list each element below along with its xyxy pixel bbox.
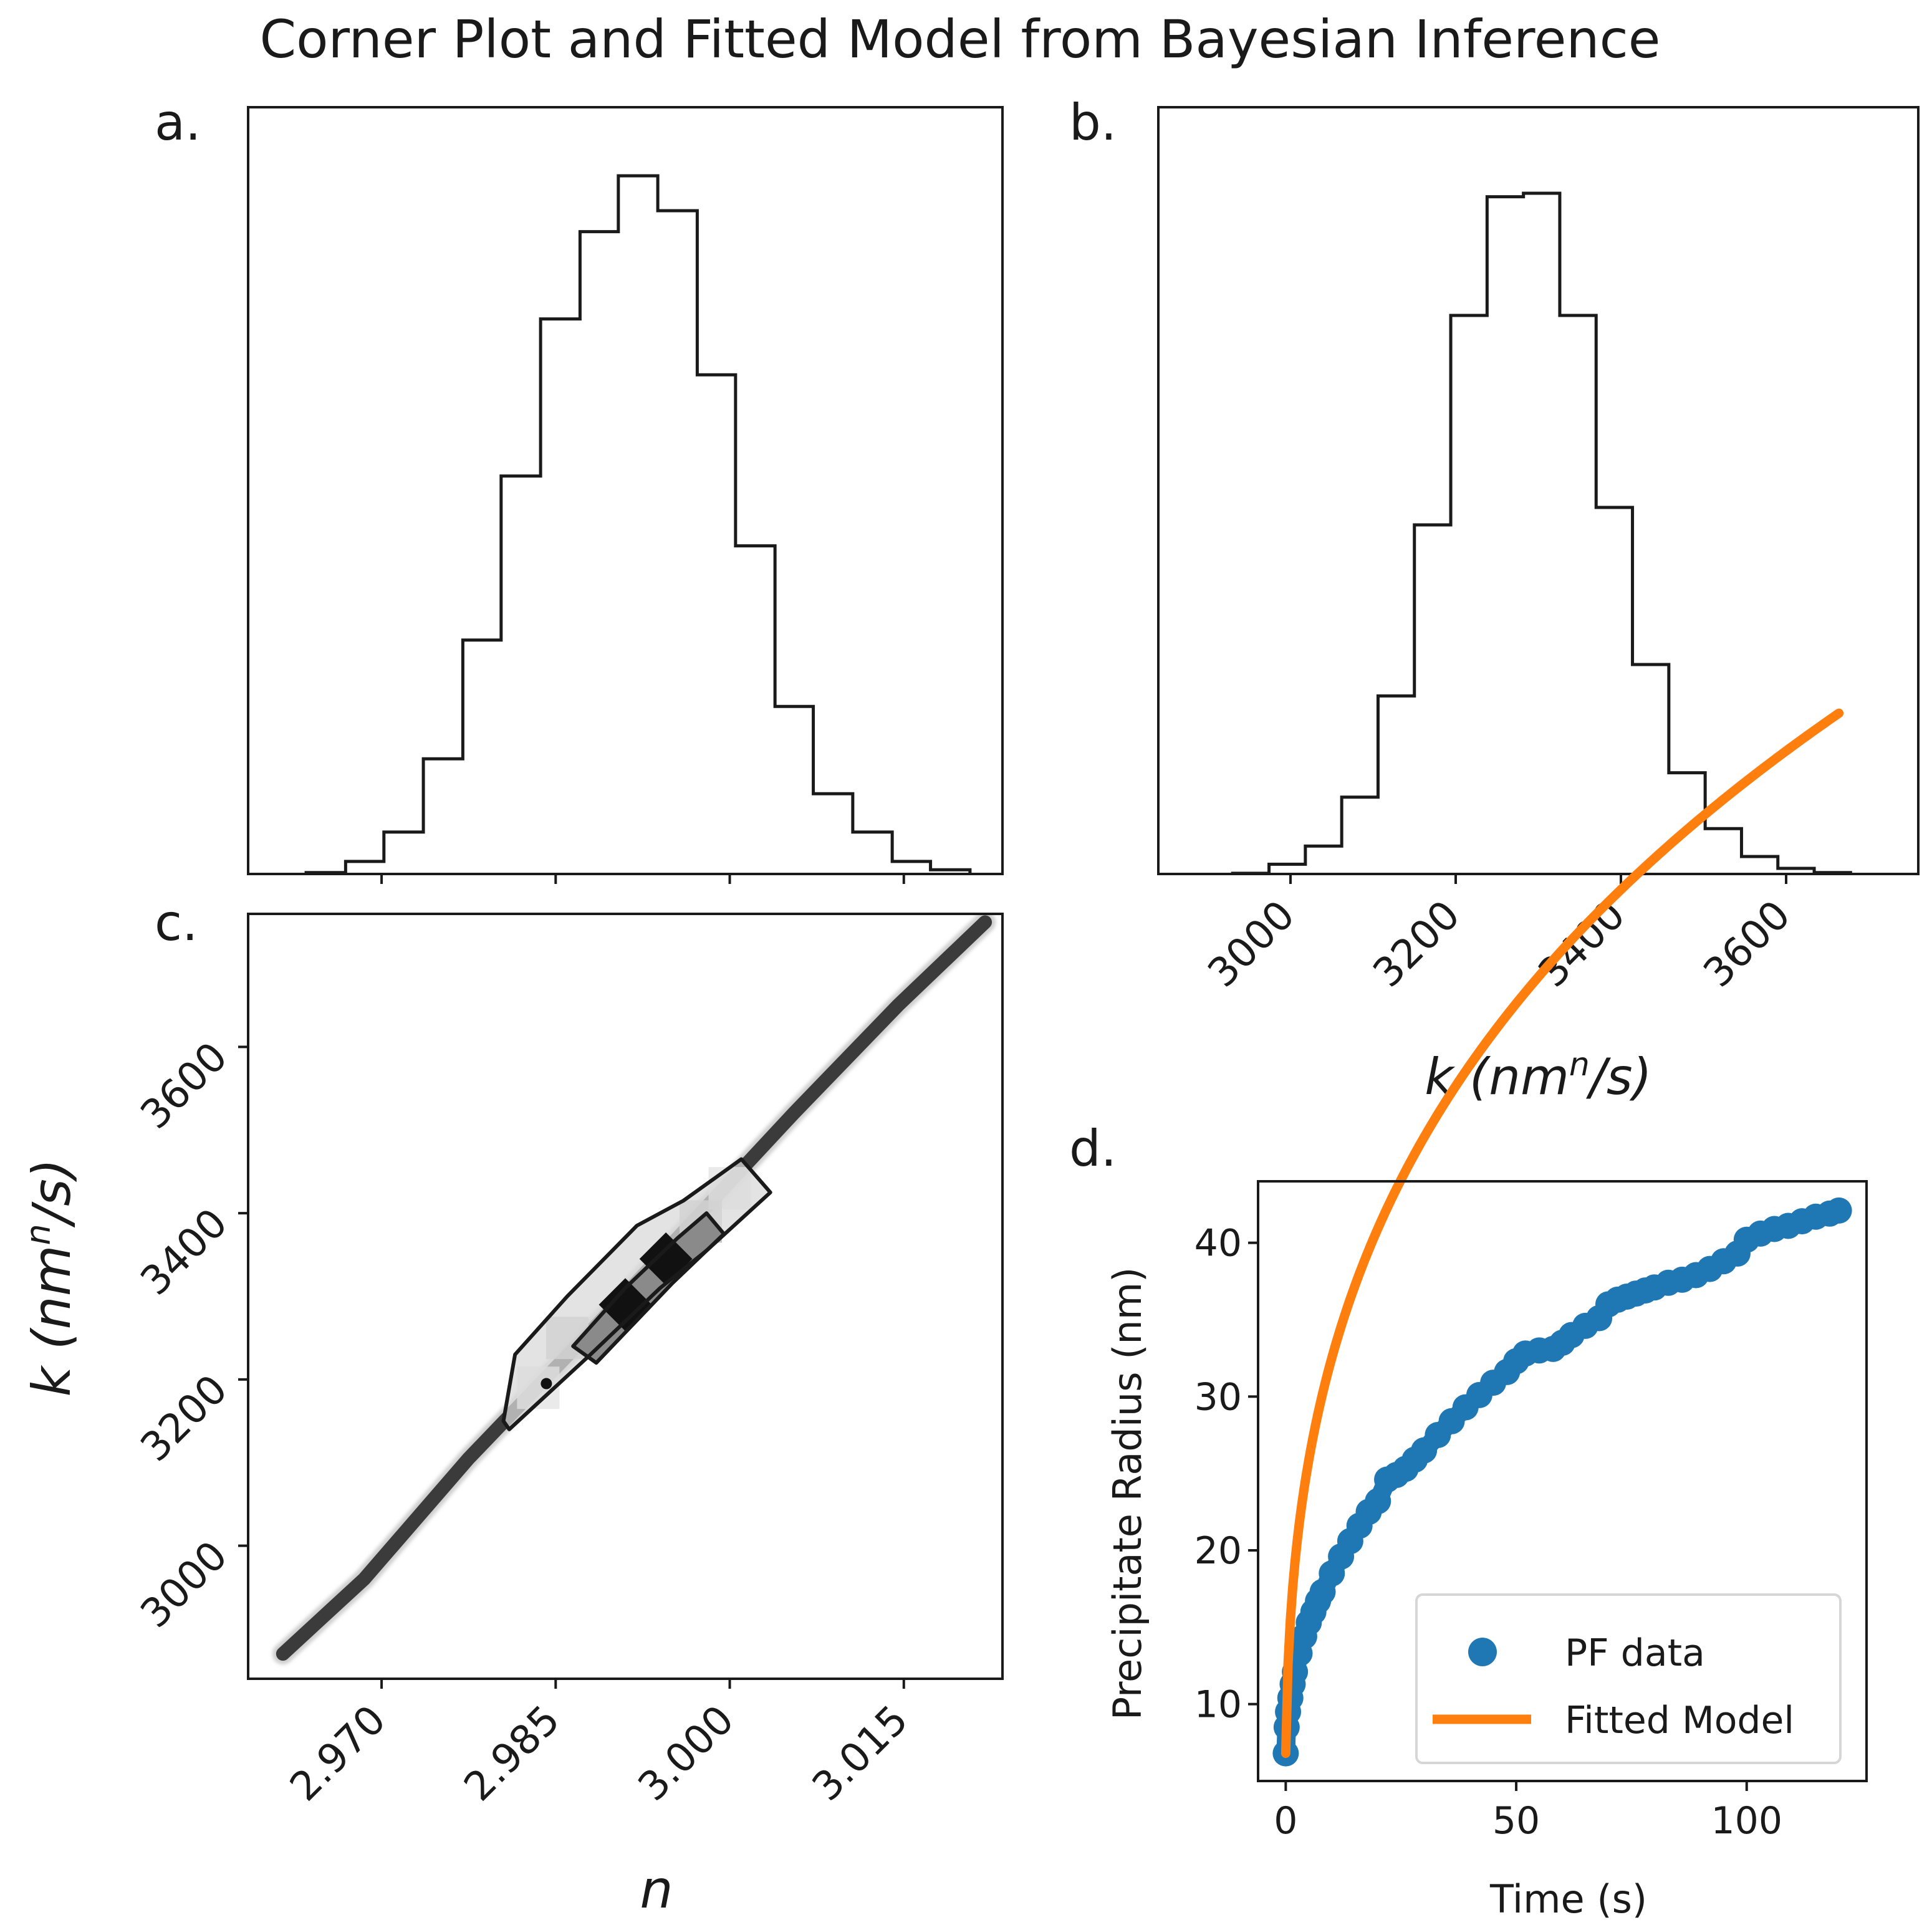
panel-d-legend: PF data Fitted Model <box>1415 1593 1842 1764</box>
panel-d-fitted-model: 0 50 100 10 20 30 40 Time (s) Precipitate Radius… <box>1105 708 1868 1922</box>
panel-d-ytick-label-1: 20 <box>1194 1529 1242 1573</box>
panel-d-frame <box>1257 1180 1868 1782</box>
panel-c-inner-fill <box>573 1213 724 1363</box>
panel-d-ytick-label-3: 40 <box>1194 1222 1242 1265</box>
panel-a-n-histogram <box>247 106 1004 884</box>
panel-c-xtick-label-2: 3.000 <box>630 1697 743 1810</box>
panel-label-d: d. <box>1069 1120 1117 1178</box>
panel-d-legend-label-pf: PF data <box>1565 1631 1705 1675</box>
panel-b-xtick-label-0: 3000 <box>1199 892 1304 996</box>
panel-a-frame <box>247 106 1004 875</box>
panel-d-xtick-label-0: 0 <box>1274 1799 1297 1843</box>
panel-c-ylabel: k (nmn/s) <box>19 1158 82 1396</box>
panel-d-ytick-label-0: 10 <box>1194 1683 1242 1727</box>
panel-c-dot <box>541 1378 552 1390</box>
panel-c-xtick-label-0: 2.970 <box>282 1697 395 1810</box>
panel-d-legend-label-model: Fitted Model <box>1565 1699 1794 1742</box>
panel-label-a: a. <box>155 94 201 151</box>
panel-b-xtick-label-3: 3600 <box>1695 892 1799 996</box>
panel-d-data-point <box>1825 1197 1852 1224</box>
panel-c-xlabel: n <box>640 1859 673 1920</box>
panel-c-ytick-label-0: 3000 <box>132 1533 236 1637</box>
panel-c-ytick-label-1: 3200 <box>132 1366 236 1471</box>
panel-c-ytick-label-3: 3600 <box>132 1034 236 1138</box>
panel-b-xtick-label-1: 3200 <box>1365 892 1469 996</box>
panel-c-ytick-label-2: 3400 <box>132 1200 236 1304</box>
panel-c-contour-inner <box>571 1211 726 1365</box>
panel-b-histogram-step <box>1231 191 1852 875</box>
panel-d-ytick-label-2: 30 <box>1194 1375 1242 1419</box>
panel-d-fitted-curve <box>1281 708 1844 1759</box>
panel-d-legend-marker-pf <box>1468 1638 1497 1666</box>
panel-c-plot-area <box>272 914 996 1664</box>
panel-c-xtick-label-3: 3.015 <box>804 1697 917 1810</box>
panel-d-xlabel: Time (s) <box>1489 1876 1647 1922</box>
panel-c-joint-density: 2.970 2.985 3.000 3.015 3000 3200 3400 3600 n k (… <box>19 913 1004 1920</box>
panel-a-histogram-step <box>304 174 972 875</box>
panel-c-contour-outer <box>501 1157 772 1431</box>
panel-b-frame <box>1157 106 1920 875</box>
panel-d-ylabel: Precipitate Radius (nm) <box>1105 1267 1150 1721</box>
panel-label-b: b. <box>1069 94 1117 151</box>
panel-b-xtick-label-2: 3400 <box>1530 892 1634 996</box>
panel-d-xtick-label-1: 50 <box>1492 1799 1540 1843</box>
panel-label-c: c. <box>155 894 198 952</box>
panel-d-data-point <box>1365 1488 1391 1515</box>
panel-c-frame <box>247 913 1004 1680</box>
figure-title: Corner Plot and Fitted Model from Bayesi… <box>260 9 1661 70</box>
panel-d-xtick-label-2: 100 <box>1711 1799 1782 1843</box>
panel-c-xtick-label-1: 2.985 <box>456 1697 569 1810</box>
